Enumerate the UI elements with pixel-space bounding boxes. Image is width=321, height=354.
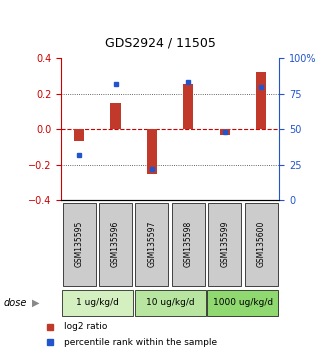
Bar xyxy=(172,204,205,286)
Bar xyxy=(110,103,121,129)
Text: GSM135599: GSM135599 xyxy=(220,221,229,268)
Text: dose: dose xyxy=(3,298,27,308)
Bar xyxy=(135,204,169,286)
Text: GSM135598: GSM135598 xyxy=(184,221,193,267)
Bar xyxy=(245,204,278,286)
Text: GDS2924 / 11505: GDS2924 / 11505 xyxy=(105,36,216,50)
Text: ▶: ▶ xyxy=(32,298,39,308)
Bar xyxy=(62,290,133,316)
Bar xyxy=(220,129,230,135)
Text: 1 ug/kg/d: 1 ug/kg/d xyxy=(76,298,119,307)
Bar xyxy=(134,290,206,316)
Text: percentile rank within the sample: percentile rank within the sample xyxy=(64,338,217,347)
Bar xyxy=(147,129,157,175)
Bar xyxy=(183,84,194,129)
Text: log2 ratio: log2 ratio xyxy=(64,322,107,331)
Text: 1000 ug/kg/d: 1000 ug/kg/d xyxy=(213,298,273,307)
Text: 10 ug/kg/d: 10 ug/kg/d xyxy=(146,298,195,307)
Bar xyxy=(207,290,278,316)
Bar xyxy=(63,204,96,286)
Bar xyxy=(208,204,241,286)
Bar xyxy=(256,72,266,129)
Text: GSM135597: GSM135597 xyxy=(147,221,156,268)
Bar xyxy=(99,204,132,286)
Text: GSM135595: GSM135595 xyxy=(75,221,84,268)
Text: GSM135600: GSM135600 xyxy=(256,221,265,268)
Text: GSM135596: GSM135596 xyxy=(111,221,120,268)
Bar xyxy=(74,129,84,141)
